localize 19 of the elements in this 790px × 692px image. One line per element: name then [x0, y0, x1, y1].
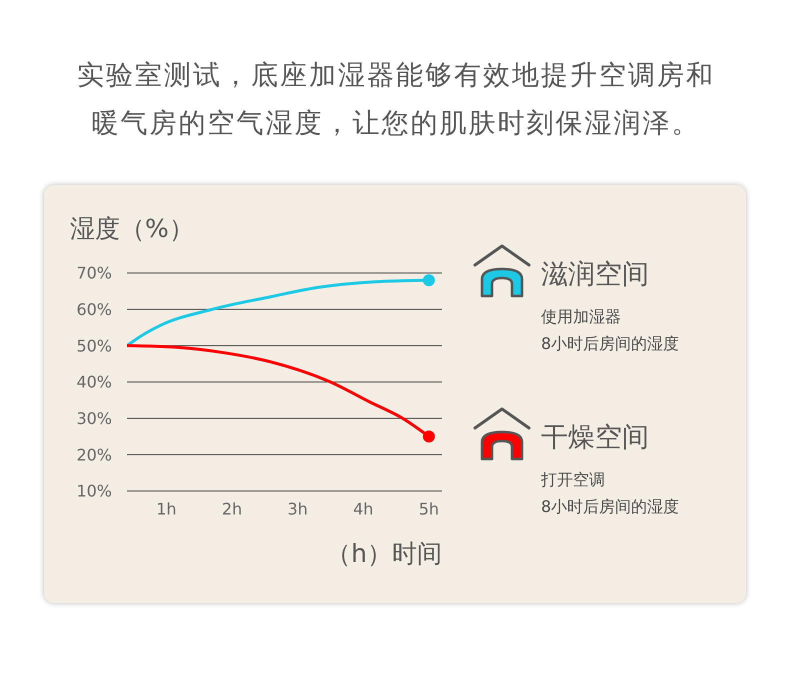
legend-label: 滋润空间 [541, 258, 649, 292]
y-tick-label: 50% [76, 336, 112, 356]
y-tick-label: 10% [76, 482, 112, 501]
y-tick-label: 40% [76, 372, 112, 392]
text: 打开空调 8小时后房间的湿度 [541, 469, 680, 518]
y-tick-label: 70% [76, 264, 112, 283]
y-tick-label: 30% [76, 409, 112, 428]
x-tick-label: 5h [418, 499, 440, 518]
y-axis-title: 湿度（%） [70, 213, 194, 245]
y-tick-label: 60% [76, 300, 112, 320]
chart-title: 实验室测试，底座加湿器能够有效地提升空调房和暖气房的空气湿度，让您的肌肤时刻保湿润泽。 [76, 59, 716, 141]
text: 使用加湿器 8小时后房间的湿度 [541, 306, 680, 355]
x-tick-label: 3h [287, 499, 308, 518]
x-tick-label: 1h [156, 499, 177, 518]
legend-label: 干燥空间 [541, 421, 649, 455]
x-tick-label: 2h [222, 499, 242, 518]
y-tick-label: 20% [76, 445, 112, 464]
x-axis-title: （h）时间 [325, 538, 442, 570]
x-tick-label: 4h [353, 499, 374, 518]
